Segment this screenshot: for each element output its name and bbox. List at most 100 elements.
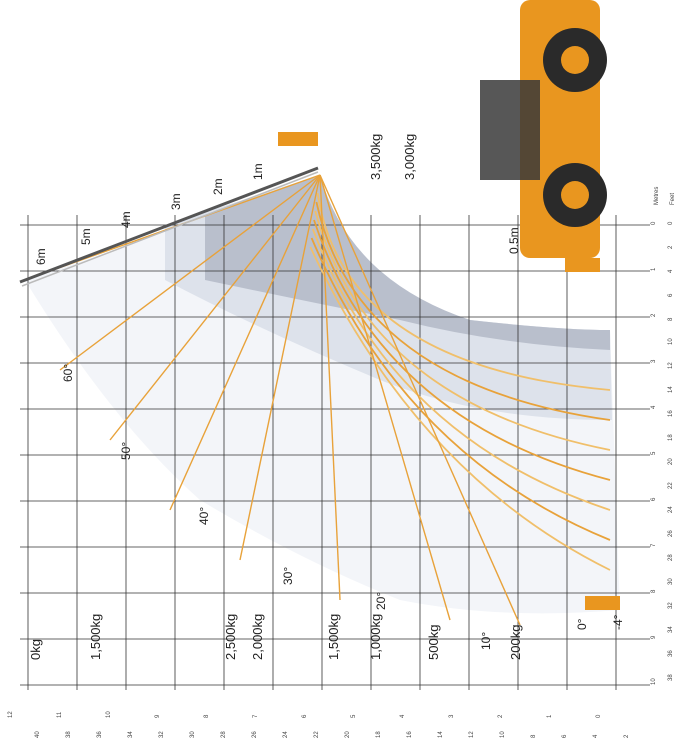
reach-metre-tick: 1 bbox=[651, 267, 657, 271]
height-metre-tick: 1 bbox=[547, 714, 553, 718]
attachment-top bbox=[278, 132, 318, 146]
reach-feet-tick: 20 bbox=[668, 458, 674, 465]
reach-metre-tick: 7 bbox=[651, 543, 657, 547]
height-metre-tick: 11 bbox=[57, 711, 63, 718]
angle-label: 50° bbox=[119, 442, 133, 460]
angle-label: 10° bbox=[479, 632, 493, 650]
angle-label: -4° bbox=[611, 614, 625, 630]
height-metre-tick: 2 bbox=[498, 714, 504, 718]
reach-feet-tick: 4 bbox=[668, 269, 674, 273]
height-feet-tick: 28 bbox=[221, 731, 227, 738]
reach-metre-tick: 0 bbox=[651, 221, 657, 225]
load-curves bbox=[24, 174, 611, 626]
load-label: 200kg bbox=[508, 625, 523, 660]
height-feet-tick: 20 bbox=[345, 731, 351, 738]
reach-feet-tick: 0 bbox=[668, 221, 674, 225]
arc-curve bbox=[311, 228, 611, 511]
arc-curve bbox=[314, 210, 611, 451]
height-metre-tick: 12 bbox=[8, 711, 14, 718]
angle-label: 0° bbox=[575, 618, 589, 630]
angle-ray bbox=[109, 174, 321, 441]
reach-feet-tick: 18 bbox=[668, 434, 674, 441]
height-metre-tick: 8 bbox=[204, 714, 210, 718]
reach-metre-tick: 3 bbox=[651, 359, 657, 363]
height-feet-tick: 2 bbox=[624, 734, 630, 738]
reach-feet-tick: 10 bbox=[668, 338, 674, 345]
zone-inner-envelope bbox=[205, 175, 610, 350]
angle-label: 20° bbox=[374, 592, 388, 610]
extension-label: 5m bbox=[79, 228, 93, 245]
height-feet-tick: 32 bbox=[159, 731, 165, 738]
reach-feet-tick: 30 bbox=[668, 578, 674, 585]
arc-curve bbox=[310, 237, 611, 541]
load-label: 2,500kg bbox=[223, 614, 238, 660]
scale-unit-feet: Feet bbox=[670, 193, 676, 205]
reach-feet-tick: 26 bbox=[668, 530, 674, 537]
reach-metre-tick: 8 bbox=[651, 589, 657, 593]
extension-label: 2m bbox=[211, 178, 225, 195]
height-feet-tick: 16 bbox=[407, 731, 413, 738]
height-feet-tick: 12 bbox=[469, 731, 475, 738]
boom bbox=[19, 132, 620, 610]
height-metre-tick: 5 bbox=[351, 714, 357, 718]
angle-labels: 60° 50° 40° 30° 20° 10° 0° -4° bbox=[61, 364, 625, 650]
reach-feet-tick: 6 bbox=[668, 293, 674, 297]
height-feet-tick: 14 bbox=[438, 731, 444, 738]
load-label: 1,500kg bbox=[88, 614, 103, 660]
reach-metre-tick: 5 bbox=[651, 451, 657, 455]
extension-label: 6m bbox=[34, 248, 48, 265]
reach-feet-tick: 2 bbox=[668, 245, 674, 249]
arc-curve bbox=[315, 201, 611, 421]
extension-labels: 1m 2m 3m 4m 5m 6m bbox=[34, 163, 265, 265]
attachment-bottom bbox=[585, 596, 620, 610]
extension-label: 1m bbox=[251, 163, 265, 180]
height-feet-tick: 18 bbox=[376, 731, 382, 738]
height-metre-tick: 10 bbox=[106, 711, 112, 718]
reach-metre-tick: 6 bbox=[651, 497, 657, 501]
reach-feet-tick: 8 bbox=[668, 317, 674, 321]
angle-label: 60° bbox=[61, 364, 75, 382]
height-metre-tick: 9 bbox=[155, 714, 161, 718]
reach-metre-tick: 4 bbox=[651, 405, 657, 409]
reach-feet-tick: 28 bbox=[668, 554, 674, 561]
height-feet-tick: 6 bbox=[562, 734, 568, 738]
height-metre-tick: 0 bbox=[596, 714, 602, 718]
reach-feet-tick: 34 bbox=[668, 626, 674, 633]
reach-feet-tick: 36 bbox=[668, 650, 674, 657]
height-metre-tick: 4 bbox=[400, 714, 406, 718]
telehandler-machine bbox=[480, 0, 607, 258]
angle-ray bbox=[239, 174, 321, 561]
reach-feet-tick: 16 bbox=[668, 410, 674, 417]
reach-metre-tick: 9 bbox=[651, 635, 657, 639]
height-feet-tick: 34 bbox=[128, 731, 134, 738]
angle-label: 30° bbox=[281, 567, 295, 585]
arc-curve bbox=[316, 192, 611, 391]
extension-label: 3m bbox=[169, 193, 183, 210]
reach-feet-tick: 38 bbox=[668, 674, 674, 681]
height-feet-tick: 22 bbox=[314, 731, 320, 738]
load-label: 3,500kg bbox=[368, 134, 383, 180]
angle-ray bbox=[319, 174, 341, 601]
height-feet-tick: 30 bbox=[190, 731, 196, 738]
arc-curve bbox=[313, 219, 611, 481]
reach-feet-tick: 24 bbox=[668, 506, 674, 513]
scale-unit-metres: Metres bbox=[654, 187, 660, 205]
load-label: 500kg bbox=[426, 625, 441, 660]
height-metre-tick: 3 bbox=[449, 714, 455, 718]
height-feet-tick: 24 bbox=[283, 731, 289, 738]
angle-ray bbox=[319, 174, 451, 621]
height-metre-tick: 7 bbox=[253, 714, 259, 718]
height-feet-tick: 38 bbox=[66, 731, 72, 738]
height-feet-tick: 40 bbox=[35, 731, 41, 738]
attachment-side bbox=[565, 258, 600, 272]
load-label: 0kg bbox=[28, 639, 43, 660]
reach-metre-tick: 2 bbox=[651, 313, 657, 317]
height-feet-tick: 4 bbox=[593, 734, 599, 738]
load-label: 3,000kg bbox=[402, 134, 417, 180]
angle-ray bbox=[169, 174, 321, 511]
scales: 0123456789101112246810121416182022242628… bbox=[8, 187, 676, 738]
reach-metre-tick: 10 bbox=[651, 678, 657, 685]
angle-ray bbox=[319, 174, 521, 626]
load-label: 2,000kg bbox=[250, 614, 265, 660]
